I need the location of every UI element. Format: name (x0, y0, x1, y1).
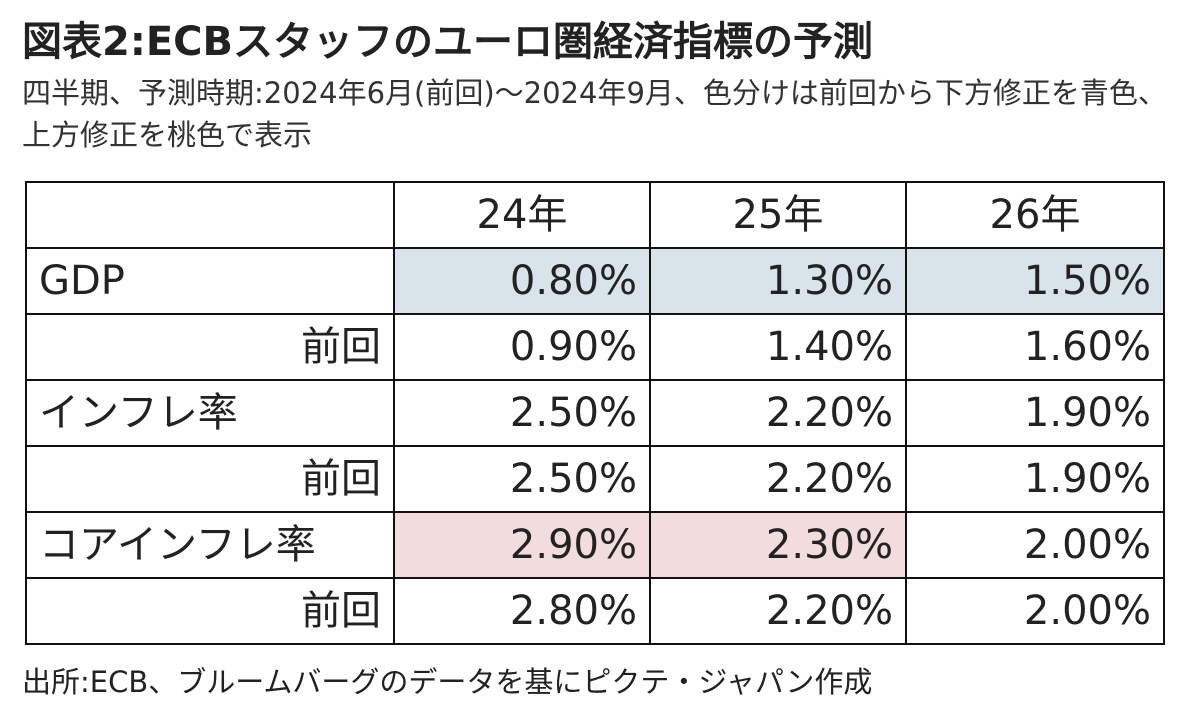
cell-core-inflation-previous-2024: 2.80% (393, 577, 651, 645)
chart-subtitle: 四半期、予測時期:2024年6月(前回)〜2024年9月、色分けは前回から下方修… (22, 76, 1167, 152)
cell-inflation-2026: 1.90% (905, 379, 1165, 447)
cell-inflation-previous-2026: 1.90% (905, 445, 1165, 513)
row-label-inflation-previous: 前回 (25, 445, 395, 513)
row-label-gdp: GDP (25, 247, 395, 315)
cell-inflation-previous-2025: 2.20% (649, 445, 907, 513)
cell-core-inflation-2024: 2.90% (393, 511, 651, 579)
column-header-2024: 24年 (393, 181, 651, 249)
row-label-gdp-previous: 前回 (25, 313, 395, 381)
cell-core-inflation-previous-2025: 2.20% (649, 577, 907, 645)
cell-gdp-2026: 1.50% (905, 247, 1165, 315)
table-row-gdp: GDP 0.80% 1.30% 1.50% (25, 247, 1165, 315)
source-note: 出所:ECB、ブルームバーグのデータを基にピクテ・ジャパン作成 (22, 665, 873, 699)
row-label-core-inflation: コアインフレ率 (25, 511, 395, 579)
column-header-2025: 25年 (649, 181, 907, 249)
cell-gdp-2024: 0.80% (393, 247, 651, 315)
header-row: 24年 25年 26年 (25, 181, 1165, 249)
table-row-inflation-previous: 前回 2.50% 2.20% 1.90% (25, 445, 1165, 513)
cell-core-inflation-2026: 2.00% (905, 511, 1165, 579)
table-row-core-inflation: コアインフレ率 2.90% 2.30% 2.00% (25, 511, 1165, 579)
cell-gdp-previous-2026: 1.60% (905, 313, 1165, 381)
cell-core-inflation-2025: 2.30% (649, 511, 907, 579)
cell-inflation-2024: 2.50% (393, 379, 651, 447)
cell-gdp-2025: 1.30% (649, 247, 907, 315)
cell-core-inflation-previous-2026: 2.00% (905, 577, 1165, 645)
cell-inflation-2025: 2.20% (649, 379, 907, 447)
cell-inflation-previous-2024: 2.50% (393, 445, 651, 513)
column-header-2026: 26年 (905, 181, 1165, 249)
header-corner (25, 181, 395, 249)
row-label-core-inflation-previous: 前回 (25, 577, 395, 645)
row-label-inflation: インフレ率 (25, 379, 395, 447)
forecast-table: 24年 25年 26年 GDP 0.80% 1.30% 1.50% 前回 0.9… (25, 181, 1165, 645)
chart-title: 図表2:ECBスタッフのユーロ圏経済指標の予測 (22, 19, 873, 65)
table-row-core-inflation-previous: 前回 2.80% 2.20% 2.00% (25, 577, 1165, 645)
cell-gdp-previous-2025: 1.40% (649, 313, 907, 381)
table-row-inflation: インフレ率 2.50% 2.20% 1.90% (25, 379, 1165, 447)
table-row-gdp-previous: 前回 0.90% 1.40% 1.60% (25, 313, 1165, 381)
cell-gdp-previous-2024: 0.90% (393, 313, 651, 381)
